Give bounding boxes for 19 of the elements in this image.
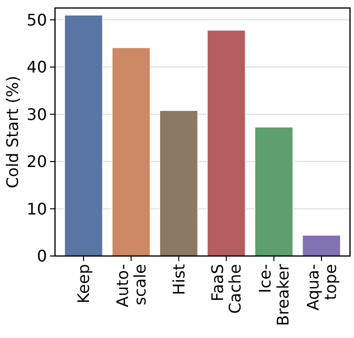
x-tick-label: Aqua- tope	[303, 264, 340, 311]
x-tick-label: Hist	[169, 264, 188, 296]
x-tick-label: Ice- Breaker	[256, 264, 292, 326]
y-tick-label: 30	[26, 104, 47, 124]
bar	[159, 110, 198, 256]
y-axis-title: Cold Start (%)	[3, 76, 22, 188]
x-tick-label: Auto- scale	[112, 264, 150, 308]
x-tick-label: Keep	[74, 264, 94, 304]
bar	[254, 126, 294, 256]
bar	[302, 234, 341, 256]
y-tick-label: 40	[26, 58, 47, 77]
x-tick-label: FaaS Cache	[208, 264, 245, 314]
bar	[206, 30, 246, 256]
bar	[112, 47, 151, 256]
y-tick-label: 20	[26, 152, 47, 172]
bar	[64, 14, 103, 256]
y-tick-label: 10	[26, 199, 47, 218]
y-tick-label: 0	[36, 246, 47, 266]
y-tick-label: 50	[26, 10, 47, 30]
